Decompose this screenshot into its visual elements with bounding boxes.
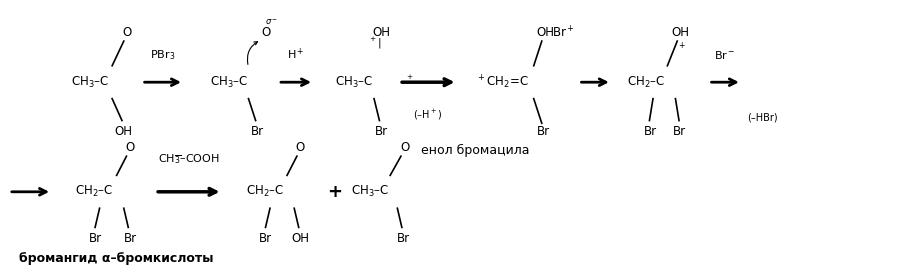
Text: CH$\overline{_3}$–COOH: CH$\overline{_3}$–COOH — [158, 152, 219, 166]
Text: O: O — [296, 141, 305, 155]
Text: O: O — [123, 26, 132, 39]
Text: Br: Br — [397, 232, 410, 245]
Text: CH$_2$–C: CH$_2$–C — [627, 75, 665, 90]
Text: Br: Br — [124, 232, 136, 245]
Text: Br: Br — [89, 232, 101, 245]
Text: $^+$: $^+$ — [677, 42, 686, 52]
Text: $^+$: $^+$ — [405, 75, 414, 84]
Text: +: + — [327, 183, 342, 201]
Text: енол бромацила: енол бромацила — [422, 144, 529, 157]
Text: Br: Br — [375, 125, 388, 138]
Text: Br: Br — [537, 125, 550, 138]
Text: CH$_3$–C: CH$_3$–C — [210, 75, 248, 90]
Text: Br: Br — [259, 232, 272, 245]
Text: O: O — [262, 26, 271, 39]
Text: OH: OH — [372, 26, 390, 39]
Text: Br: Br — [644, 125, 657, 138]
Text: CH$_2$–C: CH$_2$–C — [75, 184, 113, 199]
Text: CH$_2$–C: CH$_2$–C — [246, 184, 283, 199]
Text: Br$^+$: Br$^+$ — [552, 25, 575, 41]
Text: (–H$^+$): (–H$^+$) — [413, 108, 443, 122]
Text: OH: OH — [115, 125, 133, 138]
Text: O: O — [400, 141, 409, 155]
Text: $^+$CH$_2$=C: $^+$CH$_2$=C — [476, 73, 528, 91]
Text: OH: OH — [671, 26, 689, 39]
Text: PBr$_3$: PBr$_3$ — [150, 48, 175, 62]
Text: $^+$|: $^+$| — [368, 36, 382, 52]
Text: H$^+$: H$^+$ — [287, 47, 305, 62]
Text: OH: OH — [292, 232, 309, 245]
Text: Br: Br — [674, 125, 686, 138]
Text: Br$^-$: Br$^-$ — [714, 49, 736, 61]
Text: $\sigma^-$: $\sigma^-$ — [266, 17, 278, 27]
Text: OH: OH — [536, 26, 554, 39]
Text: (–HBr): (–HBr) — [747, 113, 778, 123]
Text: CH$_3$–C: CH$_3$–C — [71, 75, 109, 90]
Text: O: O — [126, 141, 135, 155]
Text: Br: Br — [251, 125, 264, 138]
Text: CH$_3$–C: CH$_3$–C — [352, 184, 389, 199]
Text: CH$_3$–C: CH$_3$–C — [335, 75, 373, 90]
Text: бромангид α–бромкислоты: бромангид α–бромкислоты — [20, 252, 213, 266]
